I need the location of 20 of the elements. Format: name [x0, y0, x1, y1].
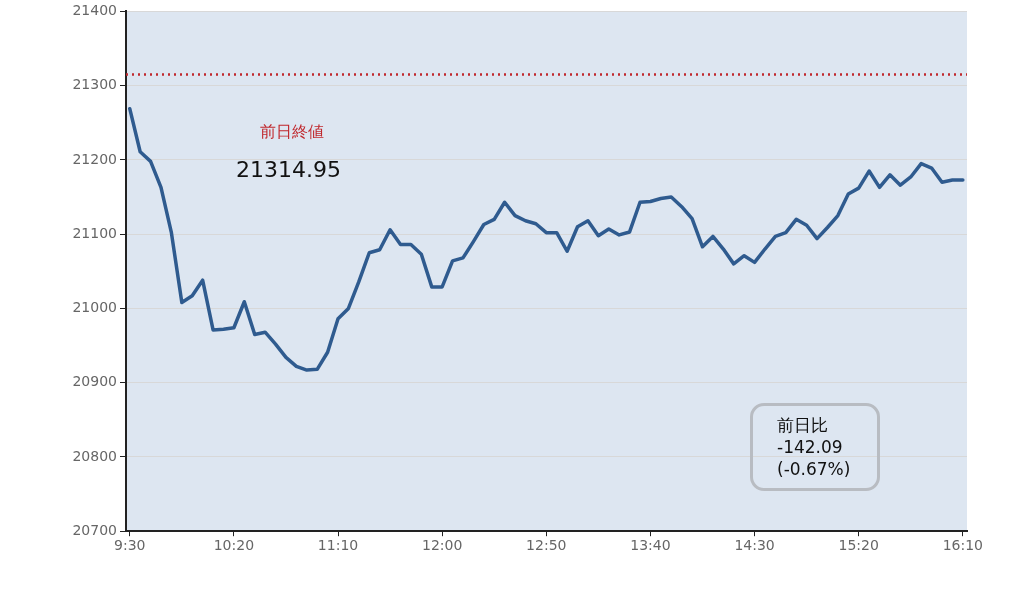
x-tick-label: 14:30 [734, 537, 775, 554]
x-tick-label: 11:10 [317, 537, 359, 554]
y-tick-label: 20900 [72, 373, 117, 390]
ref-line-label: 前日終値 [260, 122, 324, 142]
x-tick-label: 9:30 [114, 537, 146, 554]
annotation: 21314.95 [236, 157, 341, 183]
x-tick-label: 15:20 [838, 537, 879, 554]
x-tick-label: 12:00 [421, 537, 463, 554]
y-tick-label: 21200 [72, 150, 117, 167]
x-tick-label: 13:40 [630, 537, 671, 554]
y-tick-label: 20800 [72, 447, 117, 464]
y-tick-label: 21100 [72, 224, 117, 241]
annotation: 前日比 -142.09 (-0.67%) [750, 403, 880, 491]
y-tick-label: 20700 [72, 521, 117, 538]
y-tick-label: 21000 [72, 299, 117, 316]
x-tick-label: 10:20 [213, 537, 255, 554]
y-tick-label: 21400 [72, 2, 117, 19]
y-tick-label: 21300 [72, 76, 117, 93]
x-tick-label: 12:50 [526, 537, 567, 554]
x-tick-label: 16:10 [942, 537, 984, 554]
